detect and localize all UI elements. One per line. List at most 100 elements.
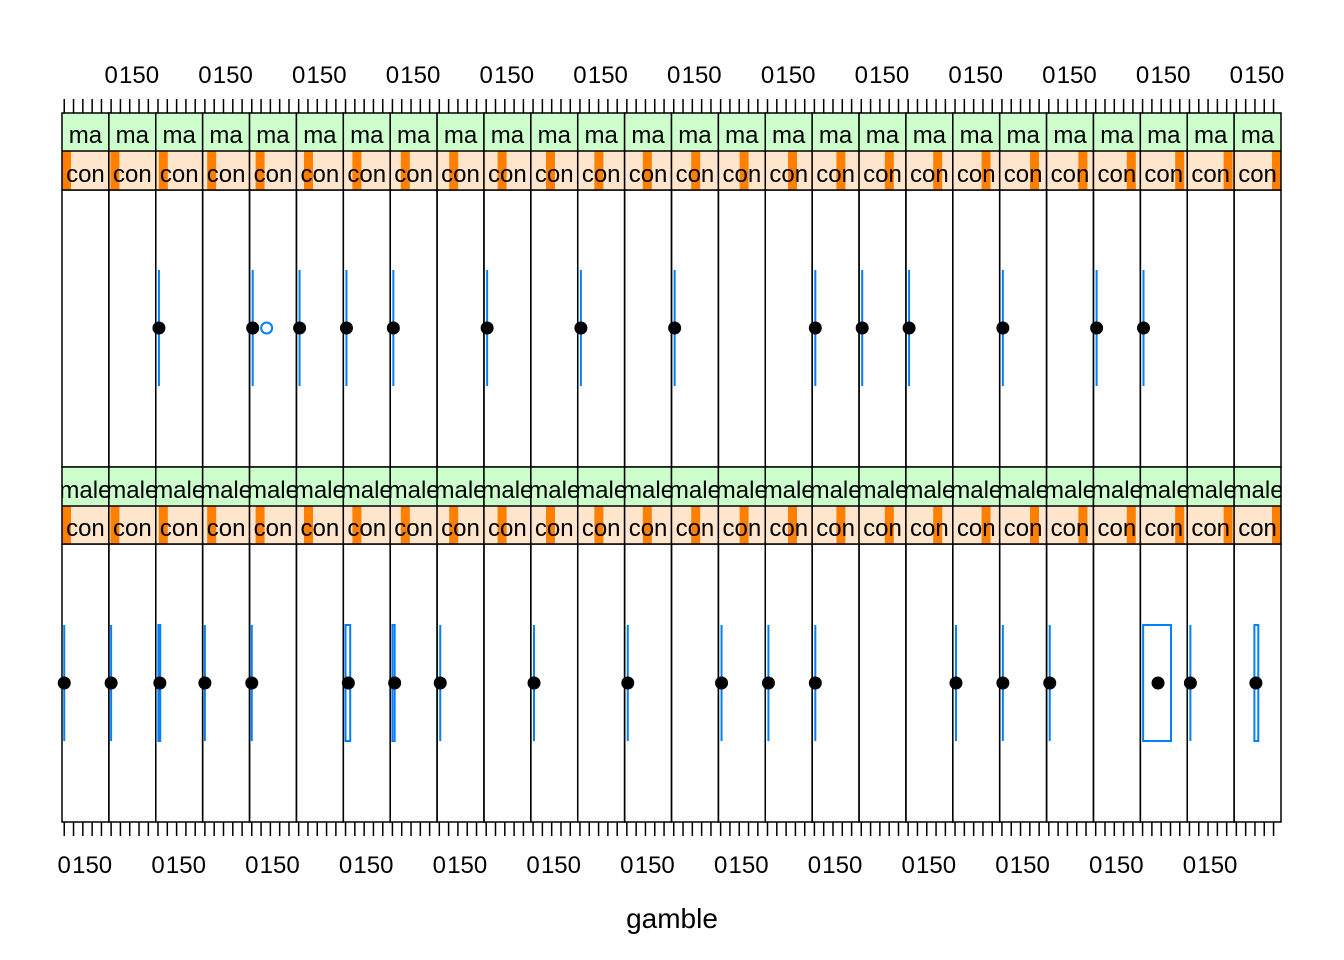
strip-level-indicator [158,151,168,190]
strip-inner-label: con [347,515,386,542]
strip-outer-bg [624,113,672,151]
strip-outer-label: male [950,477,1002,504]
strip-inner-label: con [957,515,996,542]
strip-inner-label: con [582,515,621,542]
strip-level-indicator [594,151,604,190]
strip-inner-label: con [769,161,808,188]
strip-outer-bg [1187,113,1235,151]
strip-inner-bg [859,151,906,190]
strip-outer-label: male [435,477,487,504]
panel-frame [530,189,579,468]
panel-frame [764,189,813,468]
strip-outer-label: ma [209,122,243,149]
strip-outer-label: ma [1147,122,1181,149]
median-dot [761,676,775,690]
outlier-point [260,321,274,335]
strip-inner-label: con [816,515,855,542]
strip-outer-label: male [856,477,908,504]
strip-outer-bg [108,467,156,506]
strip-inner-label: con [629,515,668,542]
strip-outer-bg [1187,467,1235,506]
panel-frame [61,189,110,468]
strip-outer-label: ma [725,122,759,149]
median-dot [1137,321,1151,335]
strip-outer-label: ma [819,122,853,149]
top-tick-label: 0 [1230,62,1243,89]
strip-outer-bg [577,467,625,506]
strip-outer-bg [905,113,953,151]
strip-outer-label: male [528,477,580,504]
top-tick-label: 150 [307,62,347,89]
top-tick-label: 0 [480,62,493,89]
strip-inner-label: con [1051,515,1090,542]
strip-level-indicator [352,506,362,544]
strip-outer-bg [437,467,484,506]
top-tick-label: 0 [198,62,211,89]
median-dot [104,676,118,690]
strip-outer-label: ma [866,122,900,149]
median-dot [245,676,259,690]
strip-outer-label: ma [163,122,197,149]
strip-outer-label: ma [678,122,712,149]
strip-inner-label: con [1004,161,1043,188]
strip-level-indicator [981,151,991,190]
strip-inner-label: con [394,515,433,542]
median-dot [341,676,355,690]
strip-outer-label: ma [116,122,150,149]
strip-inner-label: con [113,515,152,542]
median-dot [480,321,494,335]
strip-level-indicator [1175,151,1185,190]
panel-frame [670,543,720,823]
bottom-tick-label: 0 [58,852,71,879]
strip-inner-label: con [207,515,246,542]
strip-inner-bg [390,151,438,190]
strip-inner-label: con [254,161,293,188]
strip-outer-bg [952,113,1000,151]
strips-layer: maconmaconmaconmaconmaconmaconmaconmacon… [61,112,1282,545]
strip-inner-label: con [1098,161,1137,188]
median-dot [246,321,260,335]
strip-level-indicator [546,506,555,544]
strip-outer-label: male [247,477,299,504]
top-tick-label: 0 [948,62,961,89]
strip-inner-bg [952,506,1000,544]
strip-outer-label: ma [491,122,525,149]
panel-frame [576,543,626,823]
strip-inner-label: con [910,515,949,542]
strip-outer-label: male [1044,477,1096,504]
strip-inner-label: con [722,161,761,188]
strip-outer-bg [1234,113,1281,151]
strip-outer-label: male [1138,477,1190,504]
bottom-tick-label: 0 [339,852,352,879]
bottom-tick-label: 150 [1010,852,1050,879]
strip-level-indicator [836,506,846,544]
strip-outer-label: ma [350,122,384,149]
panel-frame [201,189,251,468]
strip-inner-label: con [1051,161,1090,188]
median-dot [621,676,635,690]
bottom-tick-label: 150 [541,852,581,879]
strip-outer-label: male [1091,477,1143,504]
top-tick-label: 0 [292,62,305,89]
strip-inner-label: con [535,161,574,188]
strip-outer-label: male [997,477,1049,504]
median-dot [386,321,400,335]
strip-level-indicator [691,151,701,190]
strip-level-indicator [1078,151,1088,190]
strip-inner-label: con [488,515,527,542]
strip-outer-bg [671,113,719,151]
strip-level-indicator [594,506,604,544]
strip-level-indicator [546,151,555,190]
strip-level-indicator [1175,506,1185,544]
strip-outer-bg [859,113,906,151]
strip-outer-label: male [1185,477,1237,504]
strip-outer-label: ma [913,122,947,149]
bottom-tick-label: 0 [151,852,164,879]
median-dot [668,321,682,335]
strip-level-indicator [933,506,943,544]
bottom-tick-label: 150 [260,852,300,879]
strip-level-indicator [1272,151,1281,190]
strip-outer-label: ma [444,122,478,149]
top-tick-label: 150 [963,62,1003,89]
strip-level-indicator [207,151,217,190]
